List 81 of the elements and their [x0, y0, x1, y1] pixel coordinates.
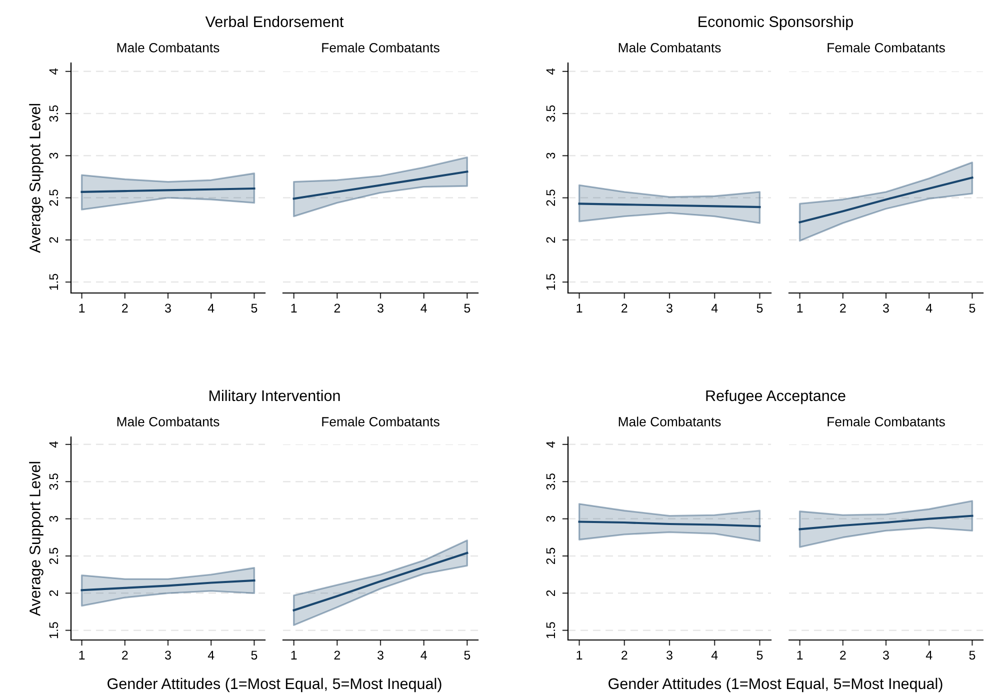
y-tick-label: 2.5 — [49, 548, 58, 564]
x-tick-label: 2 — [840, 304, 846, 312]
y-tick-label: 3 — [49, 152, 58, 159]
chart-title: Refugee Acceptance — [706, 390, 846, 404]
x-tick-label: 3 — [378, 650, 384, 660]
x-tick-label: 1 — [79, 650, 85, 660]
x-tick-label: 3 — [666, 650, 672, 660]
y-tick-label: 1.5 — [546, 274, 556, 290]
x-tick-label: 2 — [122, 304, 128, 312]
y-tick-label: 3.5 — [49, 473, 58, 490]
y-tick-label: 4 — [49, 68, 58, 75]
x-axis-title: Gender Attitudes (1=Most Equal, 5=Most Inequal) — [108, 678, 442, 692]
x-tick-label: 4 — [420, 650, 427, 660]
x-tick-label: 4 — [711, 650, 718, 660]
x-tick-label: 1 — [79, 304, 85, 312]
x-tick-label: 3 — [378, 304, 384, 313]
y-tick-label: 2 — [546, 590, 555, 596]
chart-subtitle: Male Combatants — [117, 416, 220, 426]
y-tick-label: 1.5 — [49, 274, 58, 290]
x-tick-label: 4 — [926, 650, 932, 660]
x-tick-label: 3 — [883, 650, 889, 660]
x-tick-label: 3 — [883, 304, 889, 313]
y-tick-label: 2.5 — [546, 548, 556, 564]
chart-subtitle: Female Combatants — [322, 42, 440, 52]
x-tick-label: 2 — [334, 650, 340, 660]
y-tick-label: 1.5 — [49, 622, 58, 638]
y-tick-label: 4 — [49, 441, 58, 448]
y-axis-title: Average Suppot Level — [29, 104, 44, 253]
chart-subtitle: Female Combatants — [828, 416, 945, 426]
x-tick-label: 2 — [334, 304, 340, 312]
x-tick-label: 2 — [622, 650, 628, 660]
x-tick-label: 4 — [926, 304, 932, 312]
chart-subtitle: Male Combatants — [618, 416, 721, 426]
y-tick-label: 4 — [546, 68, 555, 75]
x-tick-label: 1 — [291, 650, 297, 660]
y-axis-title: Average Support Level — [29, 462, 44, 616]
y-tick-label: 3 — [546, 152, 556, 159]
y-tick-label: 3.5 — [546, 105, 556, 122]
x-tick-label: 2 — [840, 650, 846, 660]
x-tick-label: 4 — [208, 304, 214, 312]
x-axis-title: Gender Attitudes (1=Most Equal, 5=Most Inequal) — [608, 678, 942, 692]
line-series — [80, 579, 256, 592]
x-tick-label: 5 — [969, 304, 976, 313]
x-tick-label: 5 — [251, 650, 258, 660]
x-tick-label: 5 — [756, 650, 763, 660]
chart-subtitle: Male Combatants — [117, 42, 220, 52]
x-tick-label: 5 — [969, 650, 976, 660]
y-tick-label: 3.5 — [546, 473, 556, 490]
x-tick-label: 4 — [208, 650, 214, 660]
x-tick-label: 4 — [420, 304, 427, 312]
x-tick-label: 2 — [122, 650, 128, 660]
y-tick-label: 2.5 — [49, 190, 58, 206]
x-tick-label: 1 — [576, 650, 582, 660]
y-tick-label: 2 — [49, 590, 58, 596]
chart-subtitle: Female Combatants — [828, 42, 945, 52]
x-tick-label: 5 — [251, 304, 258, 313]
x-tick-label: 5 — [756, 304, 763, 313]
y-tick-label: 3.5 — [49, 105, 58, 122]
x-tick-label: 3 — [666, 304, 672, 313]
y-tick-label: 2 — [546, 237, 555, 243]
x-tick-label: 5 — [464, 650, 470, 660]
chart-title: Economic Sponsorship — [698, 16, 853, 30]
x-tick-label: 1 — [291, 304, 297, 312]
chart-subtitle: Male Combatants — [618, 42, 721, 52]
y-tick-label: 3 — [49, 516, 58, 522]
x-tick-label: 1 — [797, 650, 803, 660]
x-tick-label: 1 — [797, 304, 803, 312]
x-tick-label: 3 — [165, 650, 171, 660]
chart-title: Verbal Endorsement — [205, 16, 344, 28]
x-tick-label: 3 — [165, 304, 171, 313]
x-tick-label: 1 — [576, 304, 582, 312]
x-tick-label: 5 — [464, 304, 470, 313]
x-tick-label: 4 — [711, 304, 718, 312]
y-tick-label: 2.5 — [546, 190, 556, 206]
y-tick-label: 3 — [546, 516, 556, 522]
x-tick-label: 2 — [622, 304, 628, 312]
y-tick-label: 4 — [546, 441, 555, 448]
chart-title: Military Intervention — [210, 390, 340, 404]
y-tick-label: 1.5 — [546, 622, 556, 638]
chart-subtitle: Female Combatants — [322, 416, 440, 426]
y-tick-label: 2 — [49, 237, 58, 243]
